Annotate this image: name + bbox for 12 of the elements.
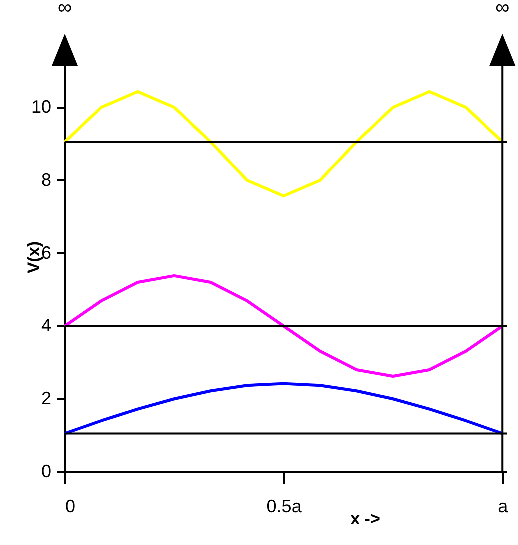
y-tick-label: 2 — [41, 388, 52, 409]
x-axis-title: x -> — [350, 510, 380, 528]
x-tick-label: 0 — [66, 496, 76, 516]
y-tick-label: 8 — [41, 170, 52, 190]
y-tick-label: 10 — [31, 97, 52, 118]
text: ∞ — [58, 0, 72, 19]
y-tick-label: 4 — [41, 316, 52, 336]
x-tick-label: 0.5a — [266, 496, 303, 516]
x-tick-label: a — [498, 496, 510, 516]
ref-line-label: ∞ — [495, 0, 510, 19]
y-tick-label: 0 — [41, 462, 52, 482]
y-axis-title: V(x) — [24, 241, 44, 274]
